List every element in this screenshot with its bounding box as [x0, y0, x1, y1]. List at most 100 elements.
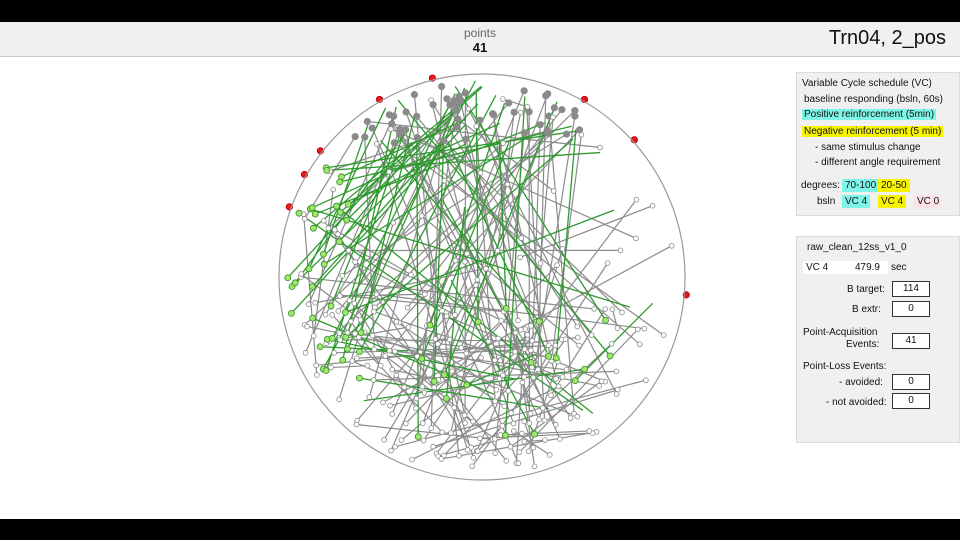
b-target-field: 114	[892, 281, 930, 297]
response-point	[313, 362, 319, 369]
response-point	[512, 348, 518, 355]
trajectory-segment	[358, 94, 497, 353]
trajectory-segment	[307, 115, 395, 305]
trajectory-segment	[397, 99, 611, 357]
response-point	[604, 260, 611, 266]
schedule-panel: Variable Cycle schedule (VC) baseline re…	[796, 72, 960, 216]
trajectory-segment	[360, 118, 415, 333]
response-point	[390, 139, 398, 147]
trajectory-segment	[524, 439, 546, 443]
response-point	[439, 429, 445, 436]
response-point	[328, 364, 334, 371]
b-target-label: B target:	[847, 284, 885, 295]
response-point	[426, 321, 434, 329]
trajectory-segment	[430, 99, 502, 374]
baseline-text: baseline responding (bsln, 60s)	[804, 94, 943, 105]
trajectory-segment	[384, 355, 496, 440]
response-point	[641, 325, 648, 332]
acquisition-label-1: Point-Acquisition	[803, 327, 878, 338]
trajectory-segment	[433, 357, 482, 388]
response-point	[320, 250, 327, 258]
response-point	[452, 312, 458, 318]
degrees-label: degrees:	[801, 180, 840, 191]
response-point	[310, 333, 317, 339]
trajectory-segment	[302, 214, 318, 376]
response-point	[390, 112, 398, 120]
response-point	[492, 450, 499, 456]
response-point	[478, 354, 484, 361]
trajectory-segment	[346, 87, 466, 350]
trajectory-segment	[291, 122, 462, 287]
response-point	[348, 318, 354, 325]
response-point	[527, 359, 535, 366]
trajectory-segment	[376, 293, 645, 330]
response-point	[418, 355, 426, 362]
trajectory-segment	[405, 264, 558, 424]
response-point	[381, 436, 387, 443]
response-point	[431, 384, 437, 391]
response-point	[310, 224, 317, 232]
trajectory-segment	[349, 299, 418, 357]
response-point	[392, 348, 398, 355]
trajectory-segment	[331, 93, 456, 339]
response-point	[470, 455, 477, 461]
response-point	[452, 257, 459, 264]
response-point	[668, 242, 675, 249]
response-point	[608, 341, 615, 347]
response-point	[336, 293, 343, 299]
response-point	[320, 217, 327, 224]
response-point	[521, 374, 527, 380]
response-point	[413, 405, 419, 412]
response-point	[393, 318, 400, 325]
response-point	[510, 108, 518, 116]
response-point	[465, 106, 472, 112]
trajectory-segment	[443, 101, 558, 375]
response-point	[454, 115, 462, 123]
response-point	[536, 416, 542, 423]
response-point	[470, 418, 476, 425]
trajectory-segment	[550, 134, 582, 362]
response-point	[528, 347, 534, 354]
trajectory-segment	[453, 407, 469, 451]
schedule-title: Variable Cycle schedule (VC)	[802, 78, 932, 89]
header-bar: points 41 Trn04, 2_pos	[0, 22, 960, 57]
response-point	[474, 448, 481, 454]
trajectory-segment	[334, 344, 556, 354]
response-point	[494, 247, 501, 254]
trajectory-segment	[341, 118, 467, 178]
response-point	[386, 168, 392, 175]
response-point	[440, 137, 448, 145]
response-point	[370, 377, 377, 383]
response-point	[336, 330, 343, 336]
response-point	[410, 91, 419, 99]
response-point	[588, 332, 595, 338]
response-point	[542, 437, 548, 443]
response-point	[448, 430, 454, 436]
response-point	[545, 129, 553, 137]
response-point	[530, 444, 537, 451]
trajectory-segment	[521, 382, 540, 420]
response-point	[322, 367, 330, 375]
response-point	[499, 423, 506, 429]
response-point	[323, 166, 331, 174]
response-point	[496, 375, 503, 382]
trajectory-segment	[395, 374, 417, 409]
response-point	[435, 341, 441, 347]
response-point	[530, 374, 537, 381]
trajectory-segment	[519, 205, 653, 258]
session-panel: raw_clean_12ss_v1_0 VC 4 479.9 sec B tar…	[796, 236, 960, 443]
response-point	[430, 377, 438, 385]
response-point	[390, 220, 397, 226]
response-point	[500, 96, 506, 102]
trajectory-segment	[356, 423, 493, 440]
response-point	[512, 329, 519, 336]
response-point	[320, 260, 328, 268]
trajectory-segment	[354, 261, 456, 316]
response-point	[550, 114, 556, 120]
response-point	[336, 178, 344, 186]
avoided-label: - avoided:	[839, 377, 883, 388]
response-point	[339, 272, 346, 279]
response-point	[295, 209, 303, 217]
response-point	[413, 112, 421, 120]
response-point	[449, 368, 455, 375]
